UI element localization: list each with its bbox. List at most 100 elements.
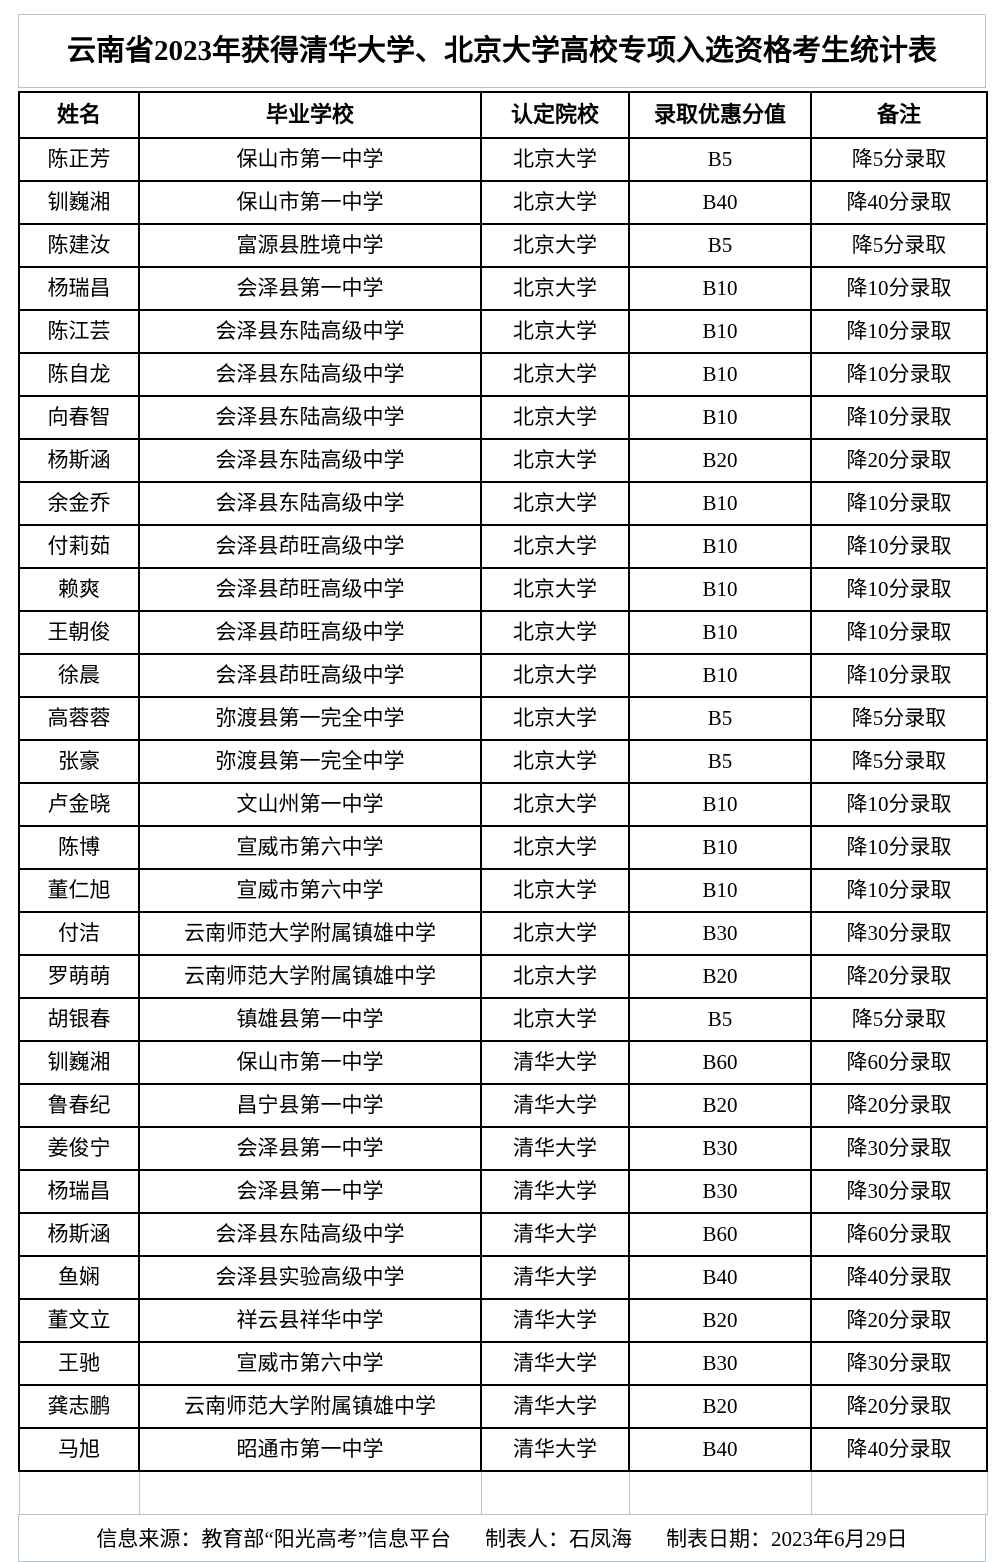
- recognized-university: 清华大学: [480, 1298, 630, 1343]
- recognized-university: 清华大学: [480, 1126, 630, 1171]
- recognized-university: 清华大学: [480, 1384, 630, 1429]
- remark: 降5分录取: [810, 137, 988, 182]
- recognized-university: 北京大学: [480, 180, 630, 225]
- candidate-name: 陈江芸: [18, 309, 140, 354]
- table-body: 陈正芳 保山市第一中学 北京大学 B5 降5分录取 钏巍湘 保山市第一中学 北京大学 B40 降4…: [18, 137, 988, 1515]
- candidate-name: 卢金晓: [18, 782, 140, 827]
- recognized-university: 清华大学: [480, 1169, 630, 1214]
- graduating-school: 会泽县东陆高级中学: [138, 481, 482, 526]
- admission-bonus-score: B20: [628, 1384, 812, 1429]
- graduating-school: 弥渡县第一完全中学: [138, 739, 482, 784]
- table-row: 高蓉蓉 弥渡县第一完全中学 北京大学 B5 降5分录取: [18, 696, 988, 741]
- table-row: 董文立 祥云县祥华中学 清华大学 B20 降20分录取: [18, 1298, 988, 1343]
- recognized-university: 清华大学: [480, 1427, 630, 1472]
- candidate-name: 姜俊宁: [18, 1126, 140, 1171]
- admission-bonus-score: B10: [628, 782, 812, 827]
- graduating-school: 保山市第一中学: [138, 1040, 482, 1085]
- admission-bonus-score: B40: [628, 1427, 812, 1472]
- admission-bonus-score: B10: [628, 653, 812, 698]
- remark: 降10分录取: [810, 653, 988, 698]
- table-row: 钏巍湘 保山市第一中学 清华大学 B60 降60分录取: [18, 1040, 988, 1085]
- candidate-name: 陈建汝: [18, 223, 140, 268]
- recognized-university: 北京大学: [480, 868, 630, 913]
- column-header-note: 备注: [810, 91, 988, 139]
- remark: 降30分录取: [810, 1341, 988, 1386]
- graduating-school: 富源县胜境中学: [138, 223, 482, 268]
- candidate-name: 付洁: [18, 911, 140, 956]
- admission-bonus-score: B5: [628, 137, 812, 182]
- remark: 降5分录取: [810, 997, 988, 1042]
- candidate-name: 赖爽: [18, 567, 140, 612]
- table-row: 鲁春纪 昌宁县第一中学 清华大学 B20 降20分录取: [18, 1083, 988, 1128]
- graduating-school: 会泽县第一中学: [138, 266, 482, 311]
- empty-cell: [18, 1470, 140, 1515]
- table-blank-row: [18, 1470, 988, 1515]
- graduating-school: 会泽县茚旺高级中学: [138, 567, 482, 612]
- graduating-school: 文山州第一中学: [138, 782, 482, 827]
- table-row: 杨斯涵 会泽县东陆高级中学 清华大学 B60 降60分录取: [18, 1212, 988, 1257]
- document-title-row: 云南省2023年获得清华大学、北京大学高校专项入选资格考生统计表: [18, 14, 986, 88]
- recognized-university: 清华大学: [480, 1083, 630, 1128]
- footer-date: 制表日期：2023年6月29日: [666, 1527, 908, 1551]
- admission-bonus-score: B10: [628, 524, 812, 569]
- admission-bonus-score: B10: [628, 610, 812, 655]
- admission-bonus-score: B5: [628, 739, 812, 784]
- recognized-university: 北京大学: [480, 653, 630, 698]
- table-row: 陈正芳 保山市第一中学 北京大学 B5 降5分录取: [18, 137, 988, 182]
- recognized-university: 北京大学: [480, 524, 630, 569]
- table-row: 徐晨 会泽县茚旺高级中学 北京大学 B10 降10分录取: [18, 653, 988, 698]
- admission-bonus-score: B10: [628, 395, 812, 440]
- remark: 降10分录取: [810, 868, 988, 913]
- empty-cell: [480, 1470, 630, 1515]
- graduating-school: 保山市第一中学: [138, 137, 482, 182]
- admission-bonus-score: B10: [628, 352, 812, 397]
- footer-preparer: 制表人：石凤海: [485, 1527, 633, 1551]
- candidate-name: 马旭: [18, 1427, 140, 1472]
- remark: 降10分录取: [810, 567, 988, 612]
- graduating-school: 宣威市第六中学: [138, 868, 482, 913]
- graduating-school: 会泽县实验高级中学: [138, 1255, 482, 1300]
- graduating-school: 云南师范大学附属镇雄中学: [138, 954, 482, 999]
- table-row: 张豪 弥渡县第一完全中学 北京大学 B5 降5分录取: [18, 739, 988, 784]
- column-header-name: 姓名: [18, 91, 140, 139]
- remark: 降60分录取: [810, 1040, 988, 1085]
- admission-bonus-score: B10: [628, 868, 812, 913]
- candidate-name: 董文立: [18, 1298, 140, 1343]
- graduating-school: 云南师范大学附属镇雄中学: [138, 1384, 482, 1429]
- graduating-school: 会泽县东陆高级中学: [138, 395, 482, 440]
- candidate-name: 钏巍湘: [18, 180, 140, 225]
- candidate-name: 陈自龙: [18, 352, 140, 397]
- table-row: 马旭 昭通市第一中学 清华大学 B40 降40分录取: [18, 1427, 988, 1472]
- remark: 降10分录取: [810, 610, 988, 655]
- table-row: 龚志鹏 云南师范大学附属镇雄中学 清华大学 B20 降20分录取: [18, 1384, 988, 1429]
- table-row: 杨瑞昌 会泽县第一中学 北京大学 B10 降10分录取: [18, 266, 988, 311]
- graduating-school: 弥渡县第一完全中学: [138, 696, 482, 741]
- candidate-name: 鲁春纪: [18, 1083, 140, 1128]
- remark: 降10分录取: [810, 352, 988, 397]
- admission-bonus-score: B5: [628, 997, 812, 1042]
- candidate-name: 杨斯涵: [18, 1212, 140, 1257]
- graduating-school: 会泽县东陆高级中学: [138, 1212, 482, 1257]
- table-row: 王驰 宣威市第六中学 清华大学 B30 降30分录取: [18, 1341, 988, 1386]
- remark: 降20分录取: [810, 438, 988, 483]
- admission-bonus-score: B60: [628, 1040, 812, 1085]
- candidate-name: 王朝俊: [18, 610, 140, 655]
- table-row: 罗萌萌 云南师范大学附属镇雄中学 北京大学 B20 降20分录取: [18, 954, 988, 999]
- candidate-name: 徐晨: [18, 653, 140, 698]
- admission-bonus-score: B40: [628, 180, 812, 225]
- graduating-school: 会泽县东陆高级中学: [138, 352, 482, 397]
- candidate-name: 鱼娴: [18, 1255, 140, 1300]
- graduating-school: 昌宁县第一中学: [138, 1083, 482, 1128]
- recognized-university: 北京大学: [480, 825, 630, 870]
- admission-bonus-score: B10: [628, 309, 812, 354]
- remark: 降20分录取: [810, 1298, 988, 1343]
- remark: 降40分录取: [810, 1427, 988, 1472]
- remark: 降20分录取: [810, 1083, 988, 1128]
- recognized-university: 北京大学: [480, 395, 630, 440]
- recognized-university: 北京大学: [480, 438, 630, 483]
- graduating-school: 昭通市第一中学: [138, 1427, 482, 1472]
- graduating-school: 宣威市第六中学: [138, 825, 482, 870]
- recognized-university: 北京大学: [480, 266, 630, 311]
- table-row: 余金乔 会泽县东陆高级中学 北京大学 B10 降10分录取: [18, 481, 988, 526]
- spreadsheet-sheet: 云南省2023年获得清华大学、北京大学高校专项入选资格考生统计表 姓名 毕业学校…: [18, 14, 988, 1562]
